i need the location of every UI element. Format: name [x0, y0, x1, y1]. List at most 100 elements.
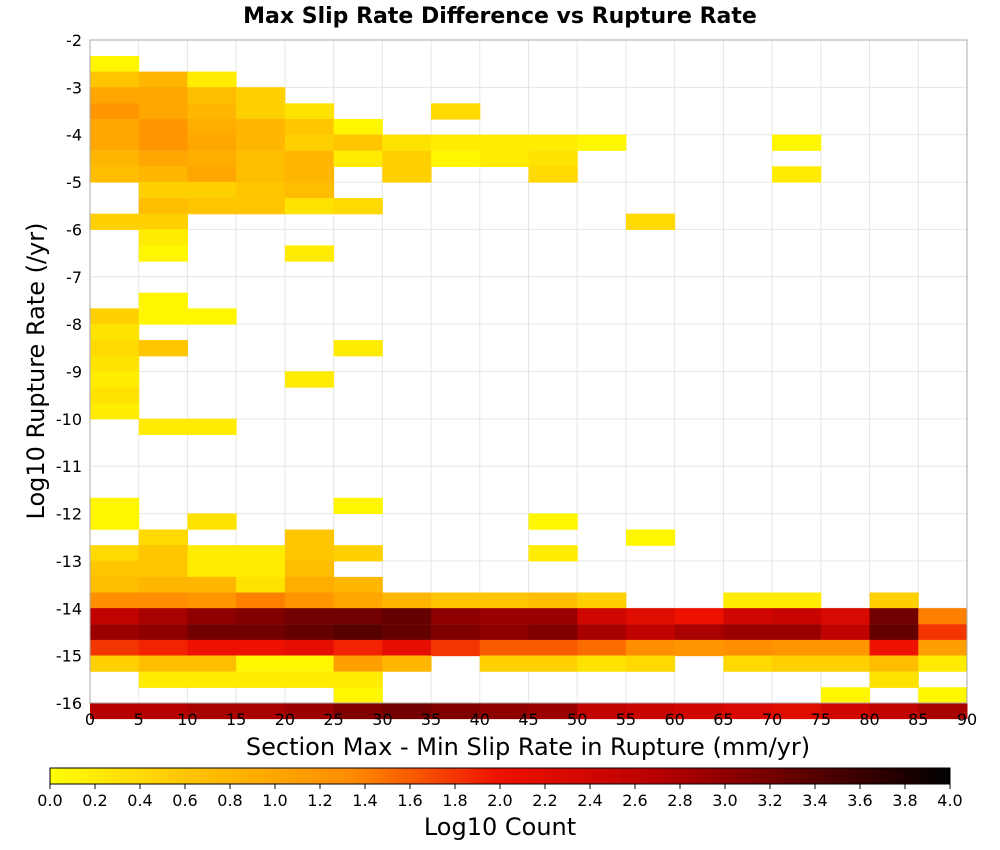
heatmap-cell [772, 655, 822, 672]
colorbar-tick-label: 2.2 [532, 791, 557, 810]
heatmap-cell [723, 592, 773, 609]
x-tick-label: 50 [567, 710, 587, 729]
heatmap-cell [138, 71, 188, 88]
heatmap-cell [284, 529, 335, 546]
heatmap-cell [284, 134, 335, 151]
colorbar-tick-label: 2.6 [622, 791, 647, 810]
heatmap-cell [236, 181, 286, 199]
x-tick-label: 20 [275, 710, 295, 729]
colorbar-tick-label: 3.6 [847, 791, 872, 810]
heatmap-cell [187, 418, 237, 435]
heatmap-cell [772, 592, 822, 609]
x-tick-labels: 0 5 10 15 20 25 30 35 40 45 50 55 60 65 70 75 80 85 90 [85, 710, 977, 729]
heatmap-cell [90, 702, 140, 720]
heatmap-cell [236, 639, 286, 657]
heatmap-cell [236, 576, 286, 594]
heatmap-cell [90, 166, 140, 183]
heatmap-cell [284, 560, 335, 578]
heatmap-cell [674, 608, 724, 625]
heatmap-cell [236, 671, 286, 688]
heatmap-cell [333, 576, 383, 594]
y-tick-label: -11 [56, 457, 82, 476]
heatmap-cell [187, 198, 237, 215]
heatmap-cell [187, 134, 237, 151]
heatmap-cell [187, 560, 237, 578]
heatmap-cell [333, 671, 383, 688]
x-tick-label: 45 [518, 710, 538, 729]
heatmap-cell [138, 671, 188, 688]
heatmap-cell [90, 103, 140, 120]
heatmap-cell [187, 181, 237, 199]
heatmap-cell [90, 560, 140, 578]
heatmap-cell [90, 355, 140, 372]
heatmap-cell [723, 655, 773, 672]
heatmap-cell [236, 608, 286, 625]
heatmap-cell [90, 150, 140, 167]
heatmap-cell [918, 624, 968, 641]
heatmap-cell [138, 624, 188, 641]
heatmap-cell [431, 624, 481, 641]
heatmap-cell [723, 639, 773, 657]
heatmap-cell [284, 545, 335, 562]
heatmap-cell [236, 655, 286, 672]
heatmap-cell [284, 592, 335, 609]
heatmap-cell [138, 592, 188, 609]
heatmap-cell [187, 103, 237, 120]
heatmap-cell [138, 702, 188, 720]
colorbar-tick-label: 0.8 [217, 791, 242, 810]
colorbar-tick-label: 2.4 [577, 791, 602, 810]
heatmap-cell [333, 687, 383, 704]
heatmap-cell [625, 702, 676, 720]
colorbar-label: Log10 Count [424, 813, 576, 841]
heatmap-cell [869, 702, 919, 720]
x-tick-label: 35 [421, 710, 441, 729]
heatmap-cell [479, 655, 529, 672]
heatmap-cell [236, 624, 286, 641]
heatmap-cell [820, 624, 871, 641]
heatmap-cell [382, 608, 432, 625]
heatmap-cell [382, 624, 432, 641]
heatmap-cell [333, 150, 383, 167]
colorbar-tick-label: 3.4 [802, 791, 827, 810]
heatmap-cell [236, 134, 286, 151]
heatmap-cell [333, 545, 383, 562]
heatmap-cell [236, 118, 286, 136]
y-tick-label: -16 [56, 694, 82, 713]
y-tick-label: -10 [56, 410, 82, 429]
heatmap-cell [90, 387, 140, 404]
heatmap-cell [772, 639, 822, 657]
heatmap-cell [382, 702, 432, 720]
heatmap-cell [236, 150, 286, 167]
heatmap-cell [431, 592, 481, 609]
heatmap-cell [90, 87, 140, 104]
heatmap-cell [869, 608, 919, 625]
colorbar-tick-label: 2.8 [667, 791, 692, 810]
heatmap-cell [187, 166, 237, 183]
heatmap-cell [138, 181, 188, 199]
heatmap-cell [479, 150, 529, 167]
heatmap-cell [869, 655, 919, 672]
heatmap-cell [90, 371, 140, 388]
heatmap-cell [333, 592, 383, 609]
colorbar-tick-label: 1.6 [397, 791, 422, 810]
heatmap-cell [90, 134, 140, 151]
heatmap-cell [674, 702, 724, 720]
heatmap-cell [187, 624, 237, 641]
heatmap-cell [236, 198, 286, 215]
heatmap-cell [918, 608, 968, 625]
heatmap-cell [187, 545, 237, 562]
heatmap-cell [187, 576, 237, 594]
x-tick-label: 10 [177, 710, 197, 729]
heatmap-cell [284, 103, 335, 120]
heatmap-cell [187, 608, 237, 625]
heatmap-cell [479, 592, 529, 609]
heatmap-cell [479, 608, 529, 625]
heatmap-cell [333, 118, 383, 136]
heatmap-cell [382, 639, 432, 657]
y-tick-label: -9 [66, 363, 82, 382]
heatmap-cell [187, 639, 237, 657]
heatmap-cell [674, 639, 724, 657]
heatmap-cell [431, 702, 481, 720]
y-tick-label: -7 [66, 268, 82, 287]
heatmap-cell [382, 592, 432, 609]
